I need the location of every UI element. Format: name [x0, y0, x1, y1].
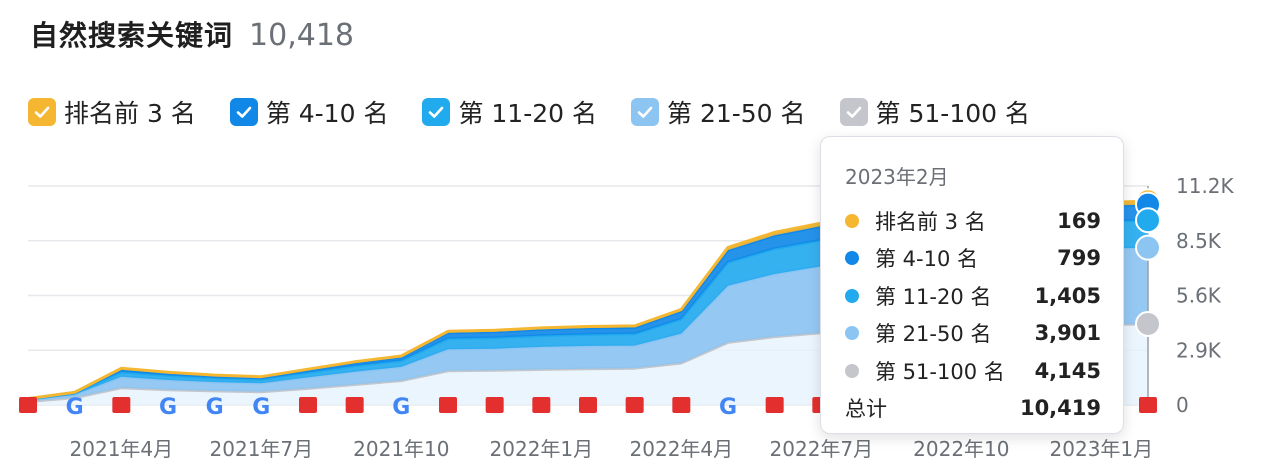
flag-icon — [672, 397, 691, 413]
tooltip-total-value: 10,419 — [1019, 396, 1101, 421]
x-tick-label: 2022年7月 — [770, 437, 874, 461]
tooltip-row: 第 21-50 名 3,901 — [845, 315, 1101, 353]
tooltip-row-value: 3,901 — [1034, 321, 1101, 346]
checkbox-icon[interactable] — [229, 98, 258, 126]
flag-icon — [112, 397, 131, 413]
legend-label: 第 21-50 名 — [667, 99, 806, 128]
tooltip-row-label: 排名前 3 名 — [875, 209, 986, 234]
google-icon: G — [159, 395, 177, 420]
y-tick-label: 8.5K — [1176, 229, 1222, 253]
legend-item-21-50[interactable]: 第 21-50 名 — [631, 94, 806, 130]
flag-icon — [532, 397, 551, 413]
flag-icon — [439, 397, 457, 413]
tooltip-row: 第 11-20 名 1,405 — [845, 277, 1101, 315]
keyword-total: 10,418 — [249, 18, 354, 53]
x-tick-label: 2022年10 — [913, 437, 1009, 461]
google-icon: G — [252, 395, 270, 420]
google-icon: G — [66, 395, 84, 420]
google-icon: G — [392, 395, 410, 420]
tooltip-row-label: 第 4-10 名 — [875, 247, 979, 272]
tooltip-row: 排名前 3 名 169 — [845, 202, 1101, 240]
x-tick-label: 2021年7月 — [210, 437, 314, 461]
tooltip-row-value: 799 — [1057, 246, 1101, 271]
legend-item-top3[interactable]: 排名前 3 名 — [28, 94, 196, 130]
legend-item-11-20[interactable]: 第 11-20 名 — [422, 94, 597, 130]
flag-icon — [345, 397, 364, 413]
flag-icon — [485, 397, 504, 413]
series-dot-icon — [845, 213, 859, 228]
flag-icon — [1139, 397, 1157, 413]
checkbox-icon[interactable] — [839, 98, 868, 126]
tooltip-row: 第 51-100 名 4,145 — [845, 352, 1101, 390]
tooltip-total-row: 总计 10,419 — [845, 390, 1101, 428]
x-tick-label: 2021年4月 — [70, 437, 174, 461]
y-tick-label: 11.2K — [1176, 174, 1235, 198]
legend-label: 第 4-10 名 — [265, 99, 389, 128]
flag-icon — [625, 397, 644, 413]
y-tick-label: 2.9K — [1176, 338, 1222, 362]
tooltip-row-value: 4,145 — [1034, 358, 1101, 383]
x-tick-label: 2023年1月 — [1050, 437, 1154, 461]
chart-title: 自然搜索关键词 — [30, 19, 234, 52]
tooltip-row-label: 第 11-20 名 — [875, 284, 992, 309]
legend: 排名前 3 名 第 4-10 名 第 11-20 名 第 21-50 名 第 5… — [28, 94, 1064, 130]
y-tick-label: 0 — [1176, 393, 1189, 417]
legend-label: 第 51-100 名 — [875, 99, 1030, 128]
x-tick-label: 2022年1月 — [490, 437, 594, 461]
checkbox-icon[interactable] — [28, 98, 56, 126]
series-dot-icon — [845, 363, 859, 378]
tooltip-row-value: 169 — [1057, 208, 1101, 233]
chart-tooltip: 2023年2月 排名前 3 名 169 第 4-10 名 799 第 11-20… — [820, 136, 1124, 434]
flag-icon — [765, 397, 784, 413]
google-icon: G — [206, 395, 224, 420]
tooltip-date: 2023年2月 — [845, 165, 949, 189]
flag-icon — [19, 397, 37, 413]
tooltip-row: 第 4-10 名 799 — [845, 240, 1101, 278]
checkbox-icon[interactable] — [631, 98, 659, 126]
hover-point — [1135, 310, 1161, 337]
tooltip-row-value: 1,405 — [1034, 283, 1101, 308]
legend-label: 第 11-20 名 — [458, 99, 597, 128]
tooltip-row-label: 第 21-50 名 — [875, 322, 992, 347]
x-tick-label: 2022年4月 — [630, 437, 734, 461]
google-icon: G — [719, 395, 737, 420]
flag-icon — [579, 397, 597, 413]
x-tick-label: 2021年10 — [353, 437, 449, 461]
series-dot-icon — [845, 251, 859, 266]
legend-item-4-10[interactable]: 第 4-10 名 — [229, 94, 389, 130]
legend-label: 排名前 3 名 — [64, 99, 196, 128]
checkbox-icon[interactable] — [422, 98, 451, 126]
hover-point — [1135, 207, 1161, 234]
legend-item-51-100[interactable]: 第 51-100 名 — [839, 94, 1030, 130]
tooltip-total-label: 总计 — [845, 397, 887, 422]
chart-header: 自然搜索关键词 10,418 — [30, 14, 354, 54]
y-tick-label: 5.6K — [1176, 284, 1222, 308]
series-dot-icon — [845, 326, 859, 341]
tooltip-row-label: 第 51-100 名 — [875, 359, 1005, 384]
hover-point — [1135, 234, 1161, 261]
series-dot-icon — [845, 288, 859, 303]
flag-icon — [299, 397, 317, 413]
